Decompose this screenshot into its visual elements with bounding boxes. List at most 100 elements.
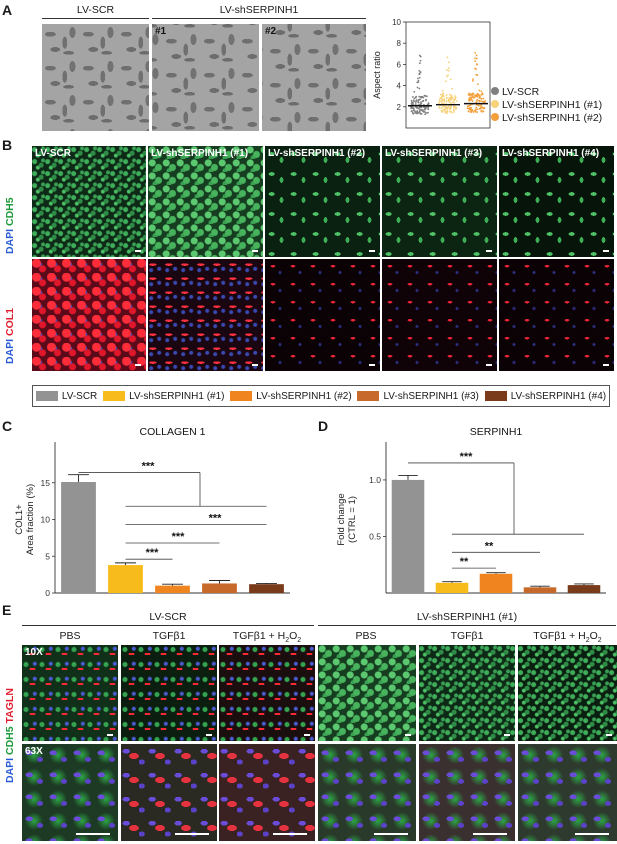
scatter-point — [451, 87, 454, 90]
scatter-point — [482, 107, 485, 110]
scatter-point — [478, 94, 481, 97]
scatter-point — [410, 99, 413, 102]
scatter-point — [476, 108, 479, 111]
y-axis-label: Fold change(CTRL = 1) — [336, 493, 358, 545]
bar-4 — [249, 584, 284, 593]
scatter-point — [472, 79, 474, 82]
scatter-point — [448, 93, 451, 96]
scatter-point — [438, 107, 441, 109]
scatter-point — [426, 111, 429, 114]
scatter-point — [478, 89, 481, 92]
scatter-point — [474, 110, 477, 113]
scatter-point — [479, 104, 481, 107]
scatter-point — [427, 106, 430, 109]
scatter-point — [450, 110, 452, 113]
scatter-point — [413, 97, 416, 100]
scatter-point — [475, 108, 477, 111]
scatter-point — [418, 62, 421, 65]
scatter-point — [442, 92, 445, 95]
y-tick-label-3: 8 — [397, 39, 402, 48]
b-cdh5-sh3: LV-shSERPINH1 (#3) — [382, 146, 497, 257]
b-col1-scr — [32, 259, 146, 371]
scatter-point — [420, 112, 423, 115]
image-tag-2: #2 — [265, 26, 277, 37]
aspect-ratio-chart: 2 4 6 8 10 Aspect ratio — [372, 18, 491, 129]
scatter-point — [419, 108, 421, 111]
panel-c-label: C — [2, 418, 13, 434]
scatter-point — [475, 54, 478, 57]
scatter-point — [416, 81, 419, 84]
scatter-point — [475, 68, 478, 70]
scatter-point — [438, 98, 441, 101]
scatter-point — [419, 103, 422, 106]
scatter-point — [469, 104, 472, 107]
legend-entry-1: LV-shSERPINH1 (#1) — [103, 391, 224, 402]
sig-label-0: *** — [460, 451, 474, 463]
scatter-point — [445, 100, 448, 102]
b-col1-sh2 — [265, 259, 380, 371]
scatter-point — [424, 95, 427, 97]
scatter-point — [415, 99, 418, 102]
bar-3 — [523, 587, 557, 593]
scatter-point — [416, 112, 419, 115]
scatter-point — [416, 77, 419, 80]
scatter-point — [476, 98, 479, 101]
scatter-point — [469, 96, 471, 99]
scatter-point — [472, 78, 474, 81]
cond-tgf-sh: TGFβ1 — [450, 630, 484, 642]
cond-tgf-h2o2-scr: TGFβ1 + H2O2 — [232, 630, 302, 645]
scatter-point — [439, 97, 442, 100]
scatter-point — [418, 69, 421, 72]
scatter-point — [425, 99, 427, 102]
scatter-point — [475, 57, 478, 60]
b-cdh5-sh2: LV-shSERPINH1 (#2) — [265, 146, 380, 257]
scatter-point — [469, 107, 472, 110]
scatter-point — [414, 96, 417, 99]
scatter-point — [440, 100, 443, 103]
scatter-point — [440, 93, 442, 96]
panel-e-group-scr: LV-SCR — [149, 611, 187, 623]
scatter-point — [418, 87, 421, 90]
scatter-point — [478, 108, 481, 110]
scatter-point — [417, 101, 420, 104]
scatter-point — [473, 96, 476, 99]
b-col1-sh4 — [499, 259, 614, 371]
panel-a-legend: LV-SCR LV-shSERPINH1 (#1) LV-shSERPINH1 … — [491, 86, 616, 125]
y-tick-label-1: 4 — [397, 82, 402, 91]
y-axis-label: COL1+Area fraction (%) — [14, 484, 36, 555]
scatter-point — [412, 109, 415, 112]
condition-legend: LV-SCR LV-shSERPINH1 (#1) LV-shSERPINH1 … — [32, 385, 610, 407]
scatter-point — [441, 102, 443, 105]
b-col1-sh3 — [382, 259, 497, 371]
scatter-point — [419, 98, 421, 101]
legend-dot-icon — [491, 87, 499, 95]
panel-b-label: B — [2, 137, 13, 153]
scatter-point — [467, 110, 470, 112]
scatter-point — [475, 73, 478, 76]
scatter-point — [470, 110, 473, 113]
y-tick-label-4: 10 — [392, 18, 401, 27]
panel-d-label: D — [318, 418, 329, 434]
legend-entry-2: LV-shSERPINH1 (#2) — [230, 391, 352, 402]
scatter-point — [450, 112, 453, 114]
scatter-point — [423, 111, 426, 113]
scatter-frame — [405, 21, 491, 129]
scatter-point — [419, 59, 422, 62]
e-63x-sh-h2o2 — [518, 744, 617, 841]
bar-2 — [155, 585, 190, 593]
y-tick-label-1: 1.0 — [369, 475, 381, 485]
scatter-point — [454, 98, 456, 101]
scatter-point — [418, 95, 421, 98]
chart-title: COLLAGEN 1 — [140, 426, 206, 438]
y-tick-label-2: 10 — [41, 515, 51, 525]
legend-swatch-icon — [103, 391, 126, 401]
legend-item-sh1: LV-shSERPINH1 (#1) — [491, 99, 616, 112]
scatter-point — [453, 105, 456, 108]
scatter-point — [417, 79, 420, 82]
scatter-point — [472, 95, 474, 98]
scatter-point — [452, 108, 455, 111]
scatter-point — [441, 94, 444, 97]
image-tag-1: #1 — [155, 26, 167, 37]
scatter-point — [467, 105, 469, 108]
scatter-point — [455, 100, 458, 103]
